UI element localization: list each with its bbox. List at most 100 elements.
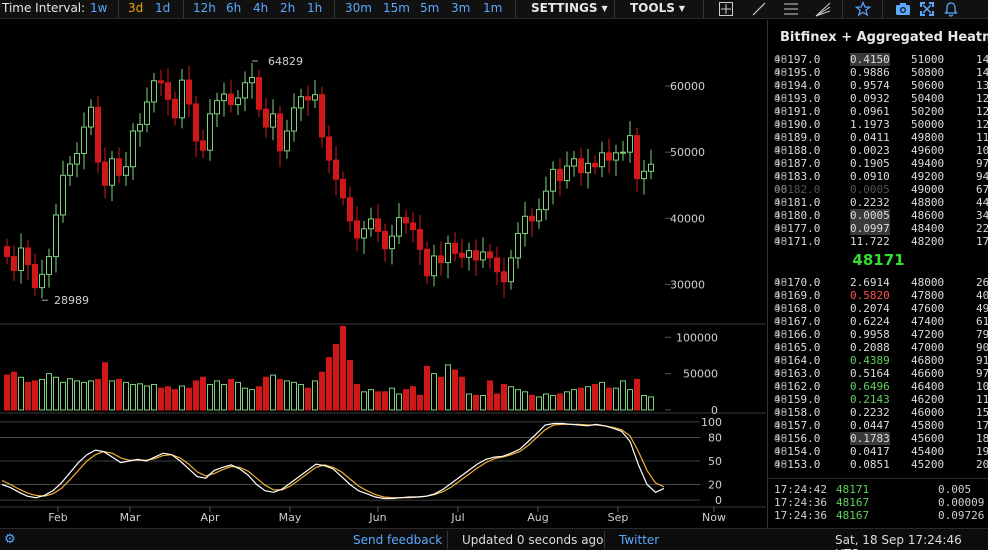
interval-3d[interactable]: 3d bbox=[128, 1, 144, 15]
gear-icon[interactable]: ⚙ bbox=[4, 532, 16, 547]
order-book-row: 48195.0000.9886508001414 bbox=[768, 66, 988, 79]
x-axis-label: Mar bbox=[120, 511, 141, 524]
trade-time: 17:24:42 bbox=[774, 483, 827, 496]
order-book-row: 48188.0000.0023496001082 bbox=[768, 144, 988, 157]
row-level: 47400 bbox=[911, 315, 945, 328]
order-book-row: 48156.0000.1783456001889 bbox=[768, 432, 988, 445]
interval-3m[interactable]: 3m bbox=[451, 1, 471, 15]
candle-down bbox=[424, 248, 430, 277]
candle-down bbox=[557, 168, 563, 182]
interval-1h[interactable]: 1h bbox=[307, 1, 323, 15]
interval-1m[interactable]: 1m bbox=[483, 1, 503, 15]
crosshair-icon[interactable] bbox=[718, 1, 734, 17]
volume-bar-down bbox=[473, 394, 479, 411]
candle-up bbox=[298, 96, 304, 109]
trade-time: 17:24:36 bbox=[774, 496, 827, 509]
fan-icon[interactable] bbox=[815, 1, 831, 17]
candle-up bbox=[627, 135, 633, 153]
interval-6h[interactable]: 6h bbox=[226, 1, 242, 15]
volume-bar-down bbox=[417, 394, 423, 411]
volume-bar-up bbox=[298, 384, 304, 411]
row-size: 0.6224 bbox=[850, 315, 890, 328]
twitter-link[interactable]: Twitter bbox=[619, 533, 660, 547]
candle-down bbox=[459, 252, 465, 258]
interval-15m[interactable]: 15m bbox=[383, 1, 410, 15]
candle-up bbox=[361, 228, 367, 239]
candle-up bbox=[130, 130, 136, 168]
row-level-qty: 1889 bbox=[976, 432, 988, 445]
trade-row: 17:24:42 48171 0.005 bbox=[768, 483, 988, 496]
candle-up bbox=[249, 76, 255, 84]
interval-30m[interactable]: 30m bbox=[345, 1, 372, 15]
chart-canvas[interactable]: 6000050000400003000064829289891000005000… bbox=[0, 20, 766, 528]
price-chart[interactable]: 60000 50000 40000 30000 64829 28989 100000 5000… bbox=[0, 20, 766, 528]
interval-1w[interactable]: 1w bbox=[90, 1, 108, 15]
interval-5m[interactable]: 5m bbox=[420, 1, 440, 15]
chevron-down-icon: ▼ bbox=[601, 4, 608, 13]
settings-menu[interactable]: SETTINGS ▼ bbox=[531, 1, 608, 15]
volume-bar-up bbox=[88, 380, 94, 411]
volume-bar-up bbox=[270, 374, 276, 411]
stochastic-d-line bbox=[1, 423, 665, 499]
interval-12h[interactable]: 12h bbox=[193, 1, 216, 15]
row-size: 0.0910 bbox=[850, 170, 890, 183]
trendline-icon[interactable] bbox=[751, 1, 767, 17]
volume-bar-up bbox=[249, 389, 255, 411]
row-level-qty: 1727 bbox=[976, 419, 988, 432]
send-feedback-link[interactable]: Send feedback bbox=[353, 533, 443, 547]
candle-down bbox=[417, 228, 423, 250]
candle-down bbox=[172, 98, 178, 119]
price-axis-label: 40000 bbox=[670, 212, 705, 225]
toolbar-divider bbox=[703, 0, 704, 19]
row-level: 50400 bbox=[911, 92, 945, 105]
volume-bar-down bbox=[375, 391, 381, 411]
candle-up bbox=[60, 174, 66, 216]
row-level-qty: 940 bbox=[976, 170, 988, 183]
fullscreen-icon[interactable] bbox=[919, 1, 935, 17]
horizontal-lines-icon[interactable] bbox=[783, 1, 799, 17]
candle-up bbox=[543, 190, 549, 211]
candle-up bbox=[123, 166, 129, 176]
order-book-row: 48162.0000.6496464001056 bbox=[768, 380, 988, 393]
volume-bar-down bbox=[32, 380, 38, 411]
volume-bar-down bbox=[333, 344, 339, 411]
row-size: 0.6496 bbox=[850, 380, 890, 393]
top-toolbar: Time Interval: 1w 3d 1d 12h 6h 4h 2h 1h … bbox=[0, 0, 988, 19]
volume-bar-up bbox=[431, 373, 437, 411]
interval-4h[interactable]: 4h bbox=[253, 1, 269, 15]
volume-bar-up bbox=[60, 381, 66, 411]
volume-bar-down bbox=[487, 380, 493, 411]
camera-icon[interactable] bbox=[895, 1, 911, 17]
order-book-row: 48168.0000.207447600493 bbox=[768, 302, 988, 315]
row-level: 49200 bbox=[911, 170, 945, 183]
candle-up bbox=[214, 100, 220, 115]
candle-down bbox=[578, 158, 584, 174]
bell-icon[interactable] bbox=[943, 1, 959, 17]
row-level-qty: 619 bbox=[976, 315, 988, 328]
footer-divider bbox=[604, 531, 605, 549]
volume-bar-down bbox=[95, 378, 101, 411]
candle-down bbox=[375, 218, 381, 232]
volume-bar-up bbox=[18, 376, 24, 411]
volume-bar-up bbox=[361, 391, 367, 411]
x-axis-label: Sep bbox=[608, 511, 629, 524]
volume-bar-up bbox=[396, 393, 402, 411]
x-axis-label: Jun bbox=[368, 511, 386, 524]
volume-bar-down bbox=[11, 371, 17, 411]
candle-down bbox=[11, 256, 17, 271]
star-icon[interactable] bbox=[855, 1, 871, 17]
tools-menu[interactable]: TOOLS ▼ bbox=[630, 1, 685, 15]
interval-2h[interactable]: 2h bbox=[280, 1, 296, 15]
row-level-qty: 344 bbox=[976, 209, 988, 222]
volume-bar-down bbox=[452, 369, 458, 411]
order-book-panel: Bitfinex + Aggregated Heatmap 48197.0000… bbox=[767, 20, 988, 528]
row-size: 0.1783 bbox=[850, 432, 890, 445]
row-level-qty: 1414 bbox=[976, 66, 988, 79]
interval-1d[interactable]: 1d bbox=[155, 1, 171, 15]
toolbar-divider bbox=[882, 0, 883, 19]
volume-bar-up bbox=[130, 384, 136, 411]
divider bbox=[768, 478, 988, 479]
row-level-qty: 979 bbox=[976, 157, 988, 170]
row-level-qty: 401 bbox=[976, 289, 988, 302]
candle-down bbox=[410, 222, 416, 230]
